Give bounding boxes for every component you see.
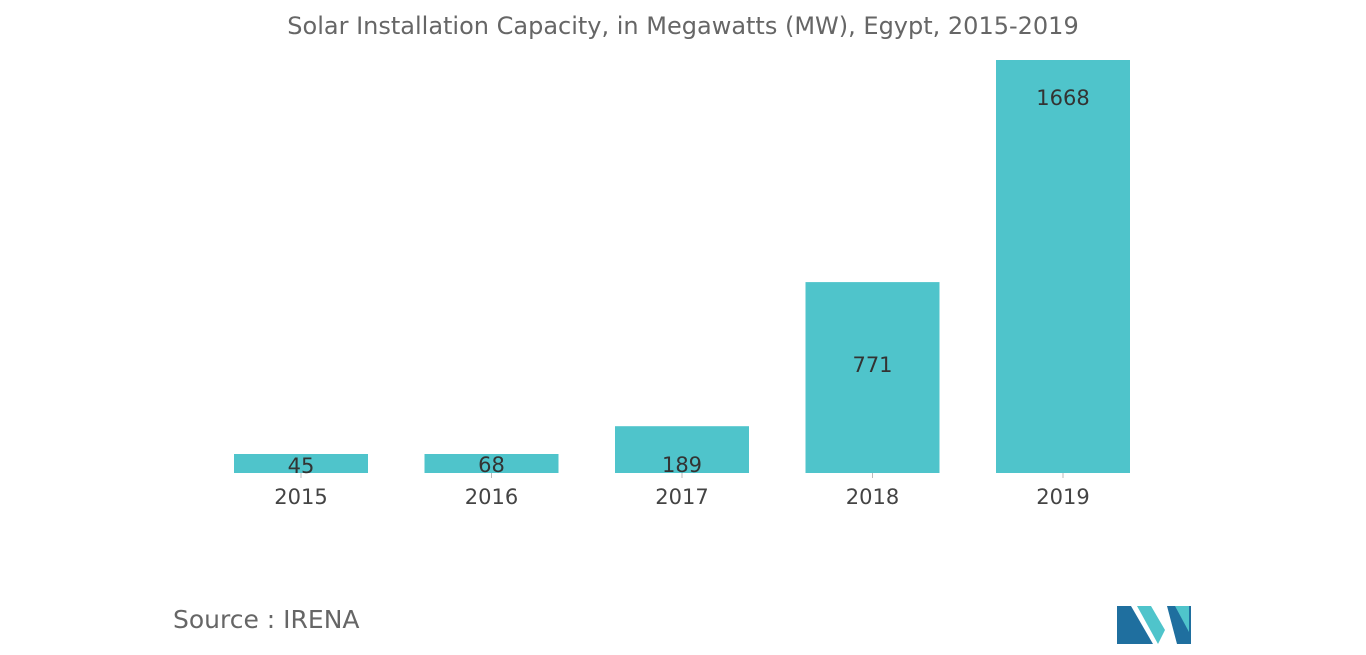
mordor-intelligence-logo-icon [1117,606,1191,644]
logo-shape-accent [1175,606,1189,632]
source-note: Source : IRENA [173,605,360,634]
chart-title: Solar Installation Capacity, in Megawatt… [287,12,1079,40]
bar-2018 [805,282,940,473]
x-tick-label-2018: 2018 [846,485,899,509]
bar-2019 [996,60,1130,473]
x-tick-label-2016: 2016 [465,485,518,509]
x-axis: 2015 2016 2017 2018 2019 [274,473,1090,509]
bars-layer [234,60,1130,473]
bar-2015 [234,454,368,473]
bar-2017 [615,426,749,473]
x-tick-label-2017: 2017 [655,485,708,509]
x-tick-label-2015: 2015 [274,485,327,509]
logo-shape-mid [1137,606,1165,644]
data-label-2018: 771 [852,353,892,377]
data-label-2019: 1668 [1036,86,1089,110]
x-tick-label-2019: 2019 [1036,485,1089,509]
logo-shape-left [1117,606,1153,644]
bar-2016 [424,454,559,473]
